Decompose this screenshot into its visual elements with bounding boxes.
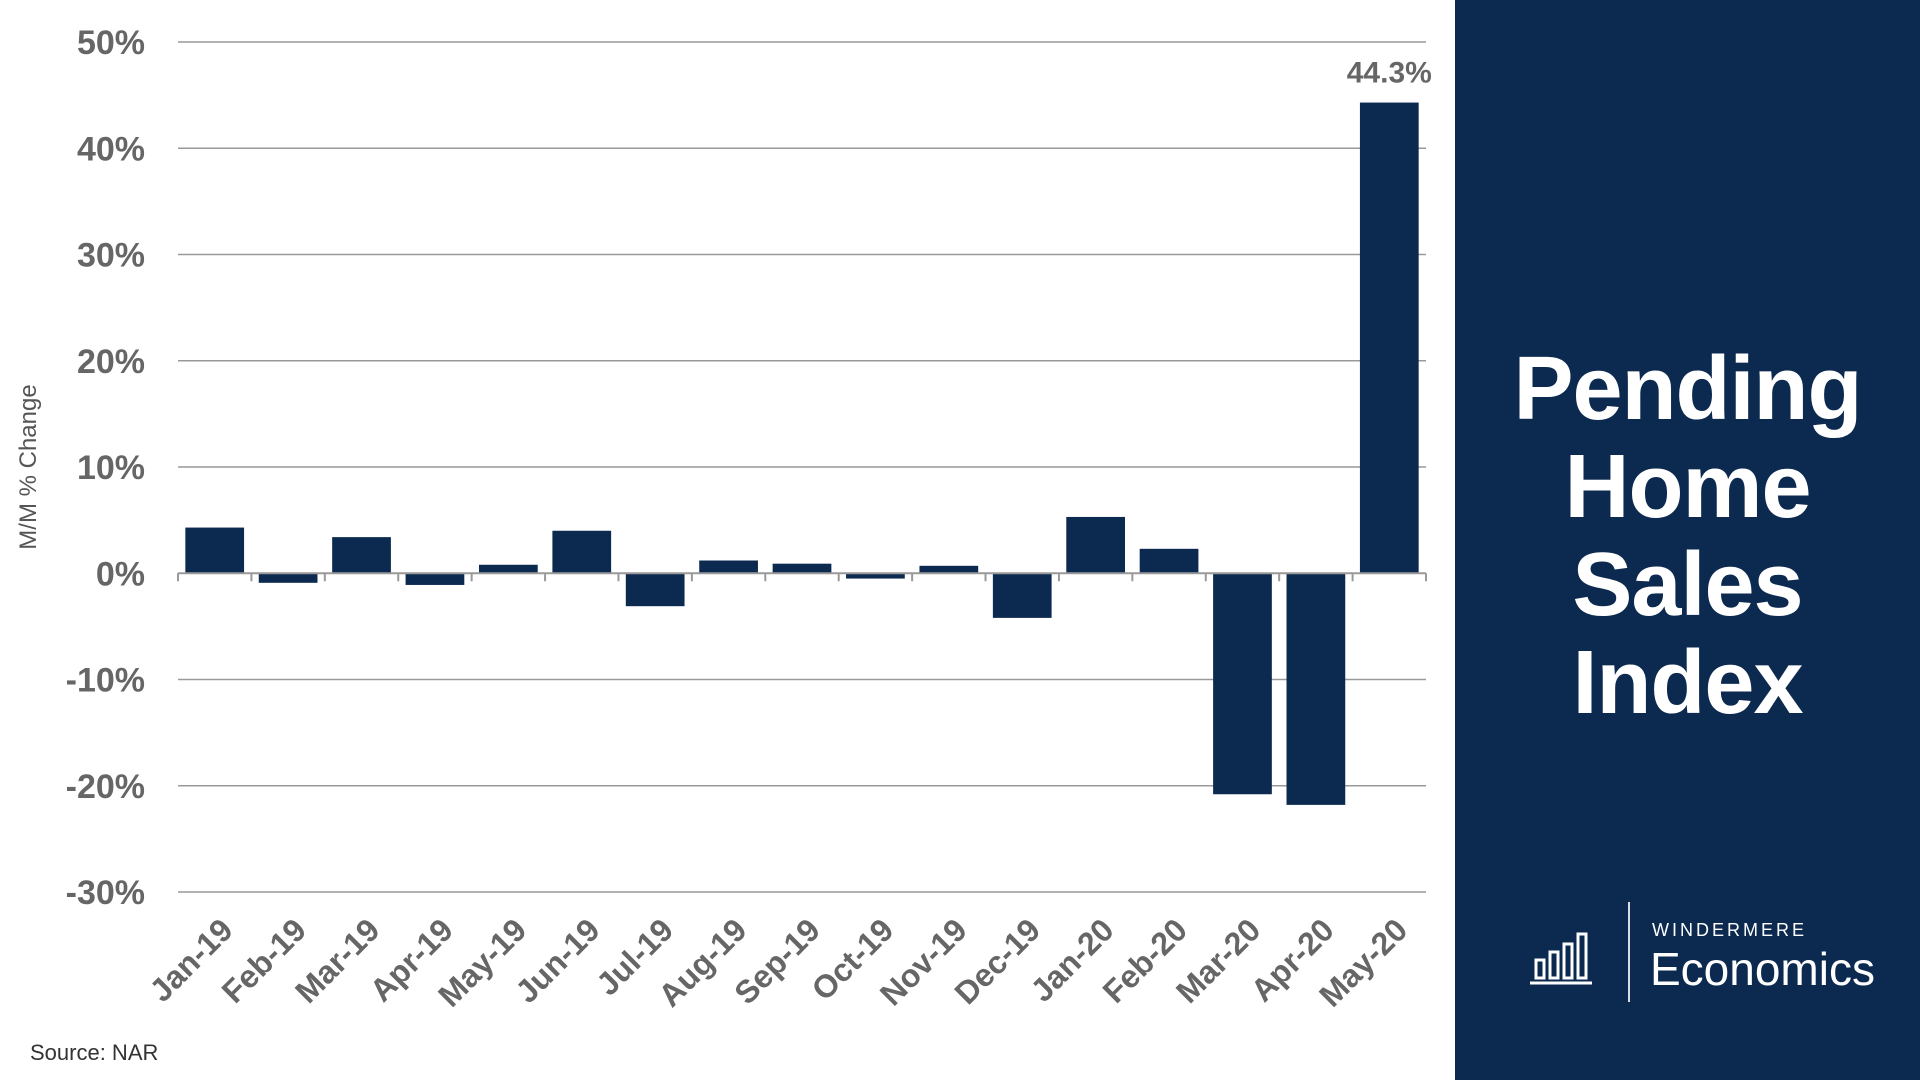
bar [992, 573, 1052, 618]
title-line: Index [1572, 633, 1803, 733]
bar [1139, 548, 1199, 574]
bar [258, 573, 318, 583]
title-panel: Pending Home Sales Index WINDERMERE Econ… [1455, 0, 1920, 1080]
y-tick-label: 0% [96, 555, 145, 593]
x-tick-label: Mar-20 [1169, 911, 1267, 1009]
y-tick-label: 20% [77, 343, 145, 381]
bar [478, 564, 538, 574]
bar [1213, 573, 1272, 795]
bar-chart: 50% 40% 30% 20% 10% 0% -10% -20% -30% M/M % Chang… [15, 24, 1432, 1014]
bar [1286, 573, 1346, 805]
title-line: Pending [1513, 339, 1863, 439]
source-note: Source: NAR [30, 1040, 159, 1065]
windermere-logo: WINDERMERE Economics [1530, 902, 1910, 1002]
y-axis-label: M/M % Change [15, 384, 42, 549]
bar [185, 527, 245, 574]
bar [919, 565, 979, 574]
logo-divider [1628, 902, 1630, 1002]
chart-area: 50% 40% 30% 20% 10% 0% -10% -20% -30% M/M % Chang… [15, 24, 1432, 1014]
bar [699, 560, 758, 574]
bar [625, 573, 685, 607]
logo-subtitle: Economics [1650, 943, 1875, 995]
title-line: Home [1564, 437, 1811, 537]
bar-chart-icon [1530, 932, 1592, 985]
y-tick-label: -10% [66, 662, 145, 700]
bar [552, 530, 612, 574]
y-tick-label: 30% [77, 237, 145, 275]
y-tick-label: 10% [77, 449, 145, 487]
y-tick-label: 50% [77, 24, 145, 62]
panel-title: Pending Home Sales Index [1455, 340, 1920, 732]
bar [1066, 516, 1126, 574]
y-tick-label: -30% [66, 874, 145, 912]
title-line: Sales [1572, 535, 1803, 635]
y-tick-label: -20% [66, 768, 145, 806]
bar [772, 563, 832, 574]
y-tick-label: 40% [77, 130, 145, 168]
bar [332, 537, 391, 574]
bar [846, 573, 905, 579]
data-label: 44.3% [1347, 57, 1432, 90]
logo-brand: WINDERMERE [1652, 920, 1807, 940]
x-tick-label: Mar-19 [288, 911, 386, 1009]
bar [405, 573, 465, 585]
x-tick-label: Jun-19 [508, 911, 606, 1009]
bar [1359, 102, 1419, 574]
